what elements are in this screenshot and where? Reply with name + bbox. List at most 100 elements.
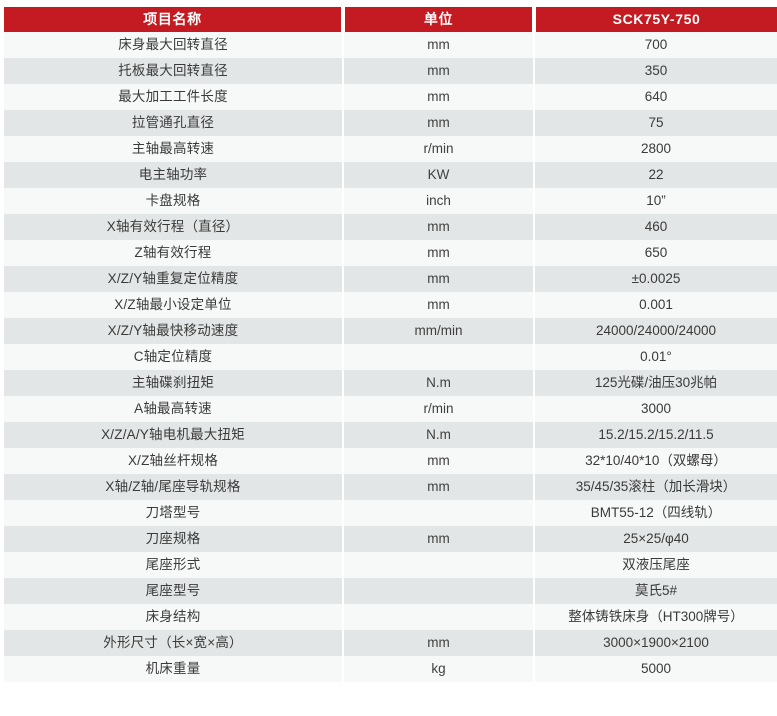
cell-item-name: 刀座规格 (4, 526, 344, 552)
cell-value: 双液压尾座 (534, 552, 777, 578)
column-header-model: SCK75Y-750 (534, 7, 777, 32)
cell-value: 22 (534, 162, 777, 188)
cell-unit (343, 578, 535, 604)
cell-value: 3000×1900×2100 (534, 630, 777, 656)
cell-item-name: 托板最大回转直径 (4, 58, 344, 84)
cell-item-name: 最大加工工件长度 (4, 84, 344, 110)
cell-item-name: X/Z轴最小设定单位 (4, 292, 344, 318)
cell-item-name: Z轴有效行程 (4, 240, 344, 266)
cell-value: 0.001 (534, 292, 777, 318)
cell-item-name: 主轴最高转速 (4, 136, 344, 162)
cell-value: 32*10/40*10（双螺母） (534, 448, 777, 474)
cell-unit: mm (343, 474, 535, 500)
cell-unit: inch (343, 188, 535, 214)
cell-value: 10” (534, 188, 777, 214)
column-header-item-name: 项目名称 (4, 7, 345, 32)
cell-value: 0.01° (534, 344, 777, 370)
table-row: 托板最大回转直径 mm 350 (4, 58, 777, 84)
cell-value: 125光碟/油压30兆帕 (534, 370, 777, 396)
table-row: 床身最大回转直径 mm 700 (4, 32, 777, 58)
cell-unit: mm (343, 448, 535, 474)
cell-unit: mm (343, 58, 535, 84)
cell-value: 700 (534, 32, 777, 58)
table-row: 电主轴功率 KW 22 (4, 162, 777, 188)
cell-value: 75 (534, 110, 777, 136)
table-header: 项目名称 单位 SCK75Y-750 (4, 7, 777, 32)
table-row: X/Z轴丝杆规格 mm 32*10/40*10（双螺母） (4, 448, 777, 474)
cell-unit (343, 344, 535, 370)
cell-item-name: A轴最高转速 (4, 396, 344, 422)
cell-value: 莫氏5# (534, 578, 777, 604)
cell-item-name: C轴定位精度 (4, 344, 344, 370)
cell-item-name: 卡盘规格 (4, 188, 344, 214)
table-header-row: 项目名称 单位 SCK75Y-750 (4, 7, 777, 32)
cell-item-name: 尾座形式 (4, 552, 344, 578)
cell-unit: mm (343, 214, 535, 240)
cell-unit: r/min (343, 136, 535, 162)
cell-value: 3000 (534, 396, 777, 422)
cell-value: 460 (534, 214, 777, 240)
table-row: 外形尺寸（长×宽×高） mm 3000×1900×2100 (4, 630, 777, 656)
cell-item-name: 床身最大回转直径 (4, 32, 344, 58)
table-row: 刀座规格 mm 25×25/φ40 (4, 526, 777, 552)
cell-value: 640 (534, 84, 777, 110)
cell-value: 350 (534, 58, 777, 84)
cell-item-name: X/Z轴丝杆规格 (4, 448, 344, 474)
cell-unit: mm (343, 526, 535, 552)
cell-unit: mm/min (343, 318, 535, 344)
cell-value: BMT55-12（四线轨） (534, 500, 777, 526)
table-row: 主轴最高转速 r/min 2800 (4, 136, 777, 162)
cell-item-name: X/Z/Y轴最快移动速度 (4, 318, 344, 344)
cell-value: 650 (534, 240, 777, 266)
cell-unit: r/min (343, 396, 535, 422)
table-row: 主轴碟刹扭矩 N.m 125光碟/油压30兆帕 (4, 370, 777, 396)
cell-unit: mm (343, 32, 535, 58)
table-row: Z轴有效行程 mm 650 (4, 240, 777, 266)
cell-item-name: 尾座型号 (4, 578, 344, 604)
cell-unit (343, 604, 535, 630)
cell-item-name: X轴/Z轴/尾座导轨规格 (4, 474, 344, 500)
cell-item-name: 主轴碟刹扭矩 (4, 370, 344, 396)
cell-item-name: 拉管通孔直径 (4, 110, 344, 136)
cell-value: 24000/24000/24000 (534, 318, 777, 344)
table-row: A轴最高转速 r/min 3000 (4, 396, 777, 422)
cell-value: 35/45/35滚柱（加长滑块） (534, 474, 777, 500)
cell-unit: mm (343, 84, 535, 110)
table-row: 最大加工工件长度 mm 640 (4, 84, 777, 110)
cell-item-name: 电主轴功率 (4, 162, 344, 188)
table-row: 尾座型号 莫氏5# (4, 578, 777, 604)
cell-value: 15.2/15.2/15.2/11.5 (534, 422, 777, 448)
table-row: X/Z/Y轴重复定位精度 mm ±0.0025 (4, 266, 777, 292)
cell-unit: mm (343, 292, 535, 318)
cell-value: 25×25/φ40 (534, 526, 777, 552)
cell-unit: mm (343, 630, 535, 656)
table-row: X/Z/A/Y轴电机最大扭矩 N.m 15.2/15.2/15.2/11.5 (4, 422, 777, 448)
table-row: C轴定位精度 0.01° (4, 344, 777, 370)
cell-value: 整体铸铁床身（HT300牌号） (534, 604, 777, 630)
cell-unit (343, 552, 535, 578)
table-row: X/Z/Y轴最快移动速度 mm/min 24000/24000/24000 (4, 318, 777, 344)
cell-item-name: 床身结构 (4, 604, 344, 630)
cell-item-name: X/Z/Y轴重复定位精度 (4, 266, 344, 292)
cell-unit: mm (343, 266, 535, 292)
table-row: 机床重量 kg 5000 (4, 656, 777, 682)
cell-unit: KW (343, 162, 535, 188)
cell-unit: kg (343, 656, 535, 682)
table-row: 刀塔型号 BMT55-12（四线轨） (4, 500, 777, 526)
column-header-unit: 单位 (343, 7, 536, 32)
cell-item-name: 外形尺寸（长×宽×高） (4, 630, 344, 656)
table-row: X轴/Z轴/尾座导轨规格 mm 35/45/35滚柱（加长滑块） (4, 474, 777, 500)
machine-specification-table: 项目名称 单位 SCK75Y-750 床身最大回转直径 mm 700 托板最大回转直径… (4, 7, 777, 682)
cell-item-name: 刀塔型号 (4, 500, 344, 526)
table-row: 尾座形式 双液压尾座 (4, 552, 777, 578)
cell-unit: mm (343, 240, 535, 266)
cell-item-name: X/Z/A/Y轴电机最大扭矩 (4, 422, 344, 448)
cell-unit: N.m (343, 422, 535, 448)
table-body: 床身最大回转直径 mm 700 托板最大回转直径 mm 350 最大加工工件长度 mm 640 拉… (4, 32, 777, 682)
table-row: X/Z轴最小设定单位 mm 0.001 (4, 292, 777, 318)
table-row: 拉管通孔直径 mm 75 (4, 110, 777, 136)
cell-value: 5000 (534, 656, 777, 682)
table-row: 卡盘规格 inch 10” (4, 188, 777, 214)
cell-item-name: 机床重量 (4, 656, 344, 682)
